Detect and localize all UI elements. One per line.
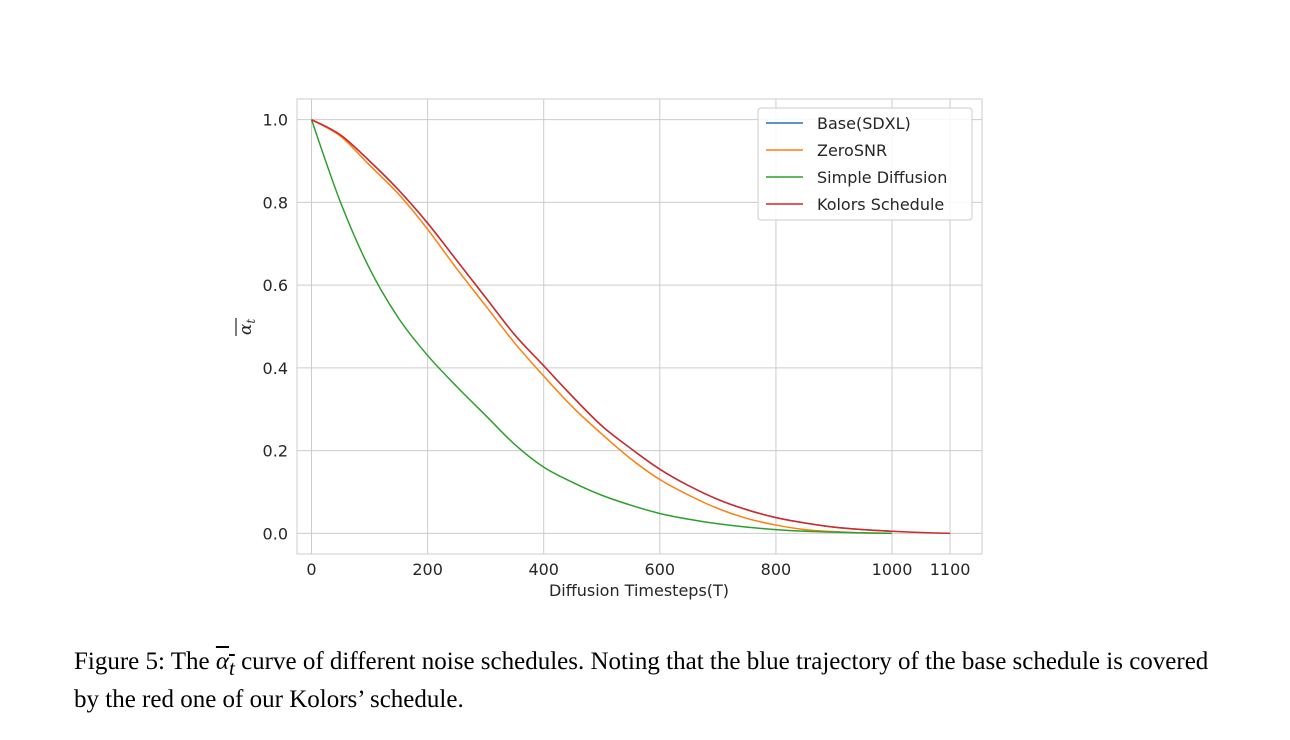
- y-tick-label: 0.8: [263, 193, 288, 212]
- y-tick-label: 1.0: [263, 111, 288, 130]
- legend-label: ZeroSNR: [817, 141, 887, 160]
- y-tick-label: 0.6: [263, 276, 288, 295]
- svg-text:αt: αt: [236, 319, 258, 335]
- x-tick-label: 400: [528, 560, 559, 579]
- series-line-zerosnr: [311, 119, 893, 535]
- series-line-kolors-schedule: [311, 119, 951, 535]
- y-axis-label-subscript: t: [244, 319, 258, 324]
- caption-text: curve of different noise schedules. Noti…: [74, 648, 1209, 713]
- legend-label: Simple Diffusion: [817, 168, 947, 187]
- x-tick-label: 1000: [872, 560, 913, 579]
- y-tick-label: 0.2: [263, 442, 288, 461]
- series-line-simple-diffusion: [310, 119, 893, 535]
- x-tick-label: 600: [645, 560, 676, 579]
- plot-frame: [296, 98, 983, 555]
- x-axis-label: Diffusion Timesteps(T): [549, 581, 729, 600]
- line-chart: 0 200 400 600 800 1000 1100 0.0 0.2 0.4 0.6 0.8 1.0…: [235, 98, 983, 600]
- y-axis-label-symbol: α: [236, 323, 256, 335]
- figure-caption: Figure 5: The αt curve of different nois…: [74, 646, 1214, 715]
- legend-box: [757, 107, 973, 221]
- caption-subscript: t: [229, 656, 235, 680]
- legend-label: Base(SDXL): [817, 114, 911, 133]
- series-lines: [310, 119, 951, 535]
- legend: Base(SDXL) ZeroSNR Simple Diffusion Kolors …: [757, 107, 973, 221]
- caption-symbol: αt: [215, 648, 235, 680]
- x-tick-label: 200: [412, 560, 443, 579]
- y-tick-labels: 0.0 0.2 0.4 0.6 0.8 1.0: [263, 111, 288, 544]
- x-tick-label: 1100: [930, 560, 971, 579]
- x-tick-labels: 0 200 400 600 800 1000 1100: [306, 560, 970, 579]
- x-tick-label: 800: [761, 560, 792, 579]
- legend-label: Kolors Schedule: [817, 195, 944, 214]
- y-tick-label: 0.0: [263, 524, 288, 543]
- x-tick-label: 0: [306, 560, 316, 579]
- y-tick-label: 0.4: [263, 359, 288, 378]
- caption-prefix: Figure 5: The: [74, 648, 216, 675]
- y-axis-label: αt: [235, 318, 258, 336]
